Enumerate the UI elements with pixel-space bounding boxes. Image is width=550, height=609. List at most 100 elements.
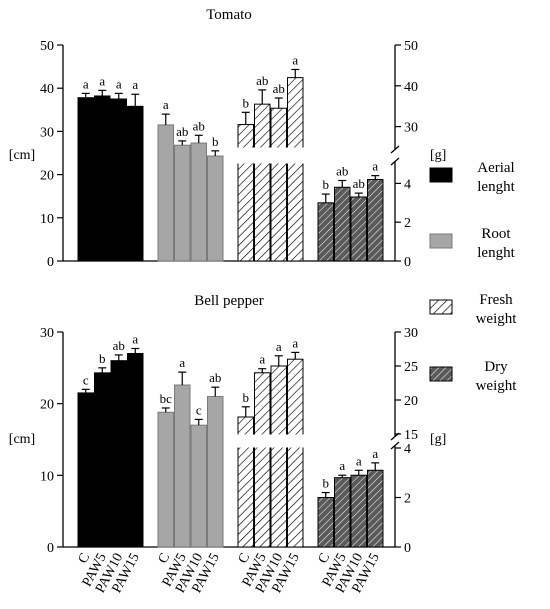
significance-letter: b xyxy=(243,95,250,110)
right-tick-label: 30 xyxy=(404,121,418,136)
right-axis-label: [g] xyxy=(430,148,446,163)
bar xyxy=(367,469,384,548)
right-axis-break-mark xyxy=(390,441,400,450)
left-axis-label: [cm] xyxy=(9,148,35,163)
bar xyxy=(110,360,127,548)
right-tick-label: 30 xyxy=(404,326,418,341)
significance-letter: a xyxy=(132,331,138,346)
legend-label: lenght xyxy=(477,179,515,195)
bar xyxy=(127,105,144,262)
significance-letter: a xyxy=(99,73,105,88)
chart-title: Tomato xyxy=(206,7,252,23)
significance-letter: a xyxy=(276,339,282,354)
significance-letter: bc xyxy=(160,391,173,406)
bar xyxy=(127,353,144,548)
chart-title: Bell pepper xyxy=(194,293,264,309)
legend-label: Aerial xyxy=(477,160,514,176)
bar xyxy=(287,358,304,548)
right-axis-label: [g] xyxy=(430,432,446,447)
right-tick-label: 4 xyxy=(404,177,411,192)
bar xyxy=(334,186,351,262)
bar xyxy=(254,103,271,262)
right-tick-label: 25 xyxy=(404,360,418,375)
bar xyxy=(207,396,224,548)
significance-letter: ab xyxy=(273,81,285,96)
legend-label: weight xyxy=(476,311,518,327)
left-tick-label: 0 xyxy=(47,541,54,556)
bar xyxy=(94,372,111,548)
bar xyxy=(207,155,224,262)
significance-letter: a xyxy=(356,453,362,468)
right-tick-label: 4 xyxy=(404,442,411,457)
legend-label: Root xyxy=(481,226,511,242)
significance-letter: a xyxy=(179,355,185,370)
legend-swatch-dry xyxy=(429,366,453,382)
bar xyxy=(157,124,174,262)
bar xyxy=(77,392,94,548)
significance-letter: a xyxy=(372,159,378,174)
significance-letter: a xyxy=(116,76,122,91)
left-axis-label: [cm] xyxy=(9,432,35,447)
left-tick-label: 30 xyxy=(40,326,54,341)
significance-letter: a xyxy=(163,97,169,112)
right-tick-label: 50 xyxy=(404,39,418,54)
significance-letter: b xyxy=(323,177,330,192)
right-axis-break-mark xyxy=(390,157,400,166)
bar xyxy=(174,144,191,262)
right-tick-label: 20 xyxy=(404,394,418,409)
right-tick-label: 2 xyxy=(404,492,411,507)
right-tick-label: 0 xyxy=(404,541,411,556)
significance-letter: a xyxy=(372,446,378,461)
left-tick-label: 20 xyxy=(40,398,54,413)
right-tick-label: 0 xyxy=(404,255,411,270)
significance-letter: c xyxy=(83,372,89,387)
right-tick-label: 15 xyxy=(404,428,418,443)
left-tick-label: 0 xyxy=(47,255,54,270)
bar xyxy=(254,372,271,548)
right-tick-label: 2 xyxy=(404,216,411,231)
significance-letter: c xyxy=(196,402,202,417)
bar xyxy=(77,97,94,262)
significance-letter: b xyxy=(323,476,330,491)
significance-letter: ab xyxy=(209,370,221,385)
legend-label: Fresh xyxy=(479,292,513,308)
left-tick-label: 30 xyxy=(40,125,54,140)
bar xyxy=(334,477,351,548)
bar xyxy=(237,124,254,262)
significance-letter: ab xyxy=(336,163,348,178)
legend-swatch-root xyxy=(429,233,453,249)
axis-break-gap xyxy=(236,434,386,448)
bar xyxy=(174,384,191,548)
significance-letter: a xyxy=(132,77,138,92)
significance-letter: ab xyxy=(193,118,205,133)
significance-letter: a xyxy=(259,352,265,367)
left-tick-label: 10 xyxy=(40,469,54,484)
significance-letter: a xyxy=(292,335,298,350)
bar xyxy=(190,142,207,262)
left-tick-label: 40 xyxy=(40,82,54,97)
legend-swatch-aerial xyxy=(429,167,453,183)
bar xyxy=(94,95,111,262)
significance-letter: ab xyxy=(353,176,365,191)
bar xyxy=(190,424,207,548)
significance-letter: ab xyxy=(176,124,188,139)
right-axis-break-mark xyxy=(390,145,400,154)
bar xyxy=(110,98,127,262)
left-tick-label: 10 xyxy=(40,212,54,227)
left-tick-label: 20 xyxy=(40,169,54,184)
bar xyxy=(350,196,367,262)
bar xyxy=(367,179,384,262)
significance-letter: a xyxy=(83,76,89,91)
bar xyxy=(287,77,304,262)
bar xyxy=(317,497,334,548)
significance-letter: a xyxy=(292,52,298,67)
bar xyxy=(350,474,367,548)
significance-letter: b xyxy=(99,351,106,366)
significance-letter: b xyxy=(212,134,219,149)
bar xyxy=(157,411,174,548)
significance-letter: a xyxy=(339,458,345,473)
significance-letter: ab xyxy=(256,73,268,88)
legend-label: weight xyxy=(476,378,518,394)
legend-swatch-fresh xyxy=(429,299,453,315)
